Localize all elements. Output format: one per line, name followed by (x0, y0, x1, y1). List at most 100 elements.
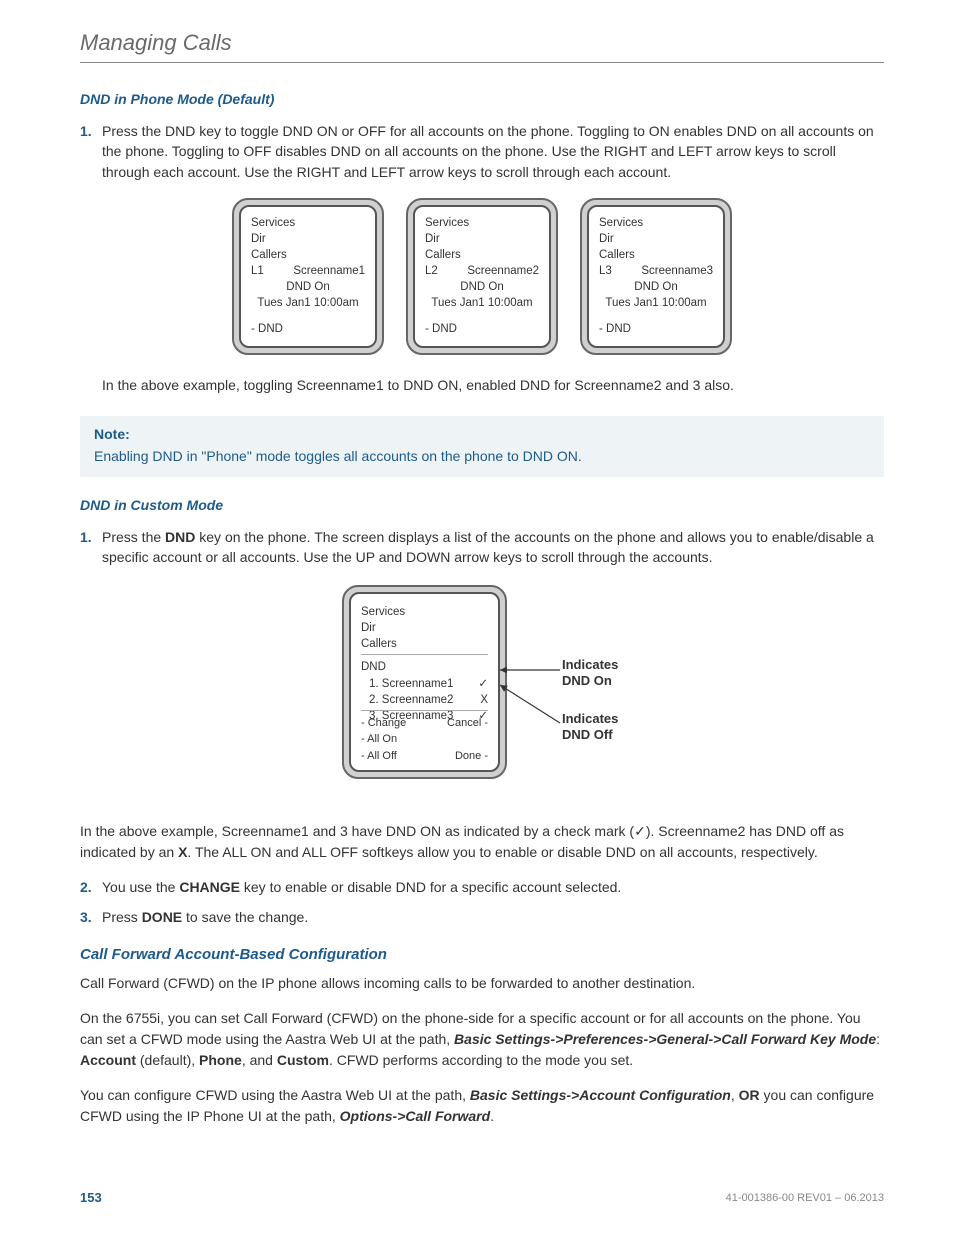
custom-step-2: You use the CHANGE key to enable or disa… (102, 877, 884, 897)
text: key to enable or disable DND for a speci… (240, 879, 621, 895)
path-bold: Basic Settings->Preferences->General->Ca… (454, 1031, 876, 1047)
softkey-change: - Change (361, 716, 406, 731)
done-bold: DONE (142, 909, 182, 925)
dnd-softkey: - DND (425, 321, 539, 337)
line-label: L1 (251, 263, 264, 279)
datetime-label: Tues Jan1 10:00am (251, 295, 365, 311)
phone-bold: Phone (199, 1052, 242, 1068)
or-bold: OR (739, 1087, 760, 1103)
phone-row: Services Dir Callers L1 Screenname1 DND … (80, 198, 884, 355)
callers-label: Callers (599, 247, 713, 263)
dnd-bold: DND (165, 529, 195, 545)
phone-1-screen: Services Dir Callers L1 Screenname1 DND … (239, 205, 377, 348)
callout-line: DND On (562, 673, 618, 689)
dnd-softkey: - DND (251, 321, 365, 337)
text: to save the change. (182, 909, 308, 925)
softkey-cancel: Cancel - (447, 716, 488, 731)
path-bold: Basic Settings->Account Configuration (470, 1087, 731, 1103)
softkey-done: Done - (455, 749, 488, 764)
revision-label: 41-001386-00 REV01 – 06.2013 (726, 1192, 884, 1204)
check-icon: ✓ (634, 823, 646, 839)
text: . CFWD performs according to the mode yo… (329, 1052, 633, 1068)
line-label: L2 (425, 263, 438, 279)
cfwd-p2: On the 6755i, you can set Call Forward (… (80, 1008, 884, 1071)
services-label: Services (599, 215, 713, 231)
section-dnd-phone-heading: DND in Phone Mode (Default) (80, 91, 884, 107)
softkey-all-on: - All On (361, 732, 397, 747)
text: , (731, 1087, 739, 1103)
text: . The ALL ON and ALL OFF softkeys allow … (187, 844, 817, 860)
screenname-label: Screenname2 (467, 263, 539, 279)
step-text: key on the phone. The screen displays a … (102, 529, 874, 565)
datetime-label: Tues Jan1 10:00am (599, 295, 713, 311)
path-bold: Options->Call Forward (340, 1108, 491, 1124)
note-title: Note: (94, 426, 870, 442)
softkey-all-off: - All Off (361, 749, 397, 764)
callout-line: Indicates (562, 657, 618, 673)
after-phone-row-text: In the above example, toggling Screennam… (102, 375, 884, 396)
step-text: Press the (102, 529, 165, 545)
dnd-status: DND On (251, 279, 365, 295)
text: . (490, 1108, 494, 1124)
check-icon: ✓ (478, 676, 488, 692)
after-custom-p1: In the above example, Screenname1 and 3 … (80, 821, 884, 863)
callers-label: Callers (425, 247, 539, 263)
page-header: Managing Calls (80, 30, 884, 63)
dir-label: Dir (251, 231, 365, 247)
phone-1: Services Dir Callers L1 Screenname1 DND … (232, 198, 384, 355)
account-bold: Account (80, 1052, 136, 1068)
note-box: Note: Enabling DND in "Phone" mode toggl… (80, 416, 884, 477)
callout-dnd-off: Indicates DND Off (562, 711, 618, 744)
callout-line: Indicates (562, 711, 618, 727)
custom-phone: Services Dir Callers DND 1. Screenname1 … (342, 585, 507, 779)
custom-bold: Custom (277, 1052, 329, 1068)
cfwd-p1: Call Forward (CFWD) on the IP phone allo… (80, 973, 884, 994)
phone-3-screen: Services Dir Callers L3 Screenname3 DND … (587, 205, 725, 348)
screenname-label: Screenname1 (293, 263, 365, 279)
services-label: Services (425, 215, 539, 231)
header-title: Managing Calls (80, 30, 232, 55)
dir-label: Dir (425, 231, 539, 247)
custom-figure: Services Dir Callers DND 1. Screenname1 … (232, 585, 732, 795)
callout-line: DND Off (562, 727, 618, 743)
section-dnd-custom-heading: DND in Custom Mode (80, 497, 884, 513)
callout-dnd-on: Indicates DND On (562, 657, 618, 690)
softkeys: - Change Cancel - - All On - All Off Don… (361, 708, 488, 764)
text: You use the (102, 879, 179, 895)
callers-label: Callers (361, 636, 488, 652)
datetime-label: Tues Jan1 10:00am (425, 295, 539, 311)
text: : (876, 1031, 880, 1047)
text: You can configure CFWD using the Aastra … (80, 1087, 470, 1103)
page-footer: 153 41-001386-00 REV01 – 06.2013 (80, 1190, 884, 1205)
text: , and (242, 1052, 277, 1068)
callers-label: Callers (251, 247, 365, 263)
text: In the above example, Screenname1 and 3 … (80, 823, 634, 839)
text: (default), (136, 1052, 199, 1068)
screenname-label: Screenname3 (641, 263, 713, 279)
steps-dnd-custom-cont: You use the CHANGE key to enable or disa… (80, 877, 884, 928)
text: Press (102, 909, 142, 925)
x-icon: X (480, 692, 488, 708)
dnd-status: DND On (425, 279, 539, 295)
phone-3: Services Dir Callers L3 Screenname3 DND … (580, 198, 732, 355)
steps-dnd-phone: Press the DND key to toggle DND ON or OF… (80, 121, 884, 182)
change-bold: CHANGE (179, 879, 240, 895)
line-label: L3 (599, 263, 612, 279)
page-number: 153 (80, 1190, 102, 1205)
dnd-item-2: 2. Screenname2 (369, 692, 453, 708)
phone-2: Services Dir Callers L2 Screenname2 DND … (406, 198, 558, 355)
dir-label: Dir (599, 231, 713, 247)
custom-step-3: Press DONE to save the change. (102, 907, 884, 927)
cfwd-p3: You can configure CFWD using the Aastra … (80, 1085, 884, 1127)
cfwd-heading: Call Forward Account-Based Configuration (80, 946, 884, 963)
steps-dnd-custom: Press the DND key on the phone. The scre… (80, 527, 884, 568)
dnd-label: DND (361, 659, 488, 675)
phone-2-screen: Services Dir Callers L2 Screenname2 DND … (413, 205, 551, 348)
dnd-softkey: - DND (599, 321, 713, 337)
dnd-status: DND On (599, 279, 713, 295)
note-text: Enabling DND in "Phone" mode toggles all… (94, 446, 870, 467)
services-label: Services (251, 215, 365, 231)
step-1: Press the DND key to toggle DND ON or OF… (102, 121, 884, 182)
dnd-item-1: 1. Screenname1 (369, 676, 453, 692)
dir-label: Dir (361, 620, 488, 636)
